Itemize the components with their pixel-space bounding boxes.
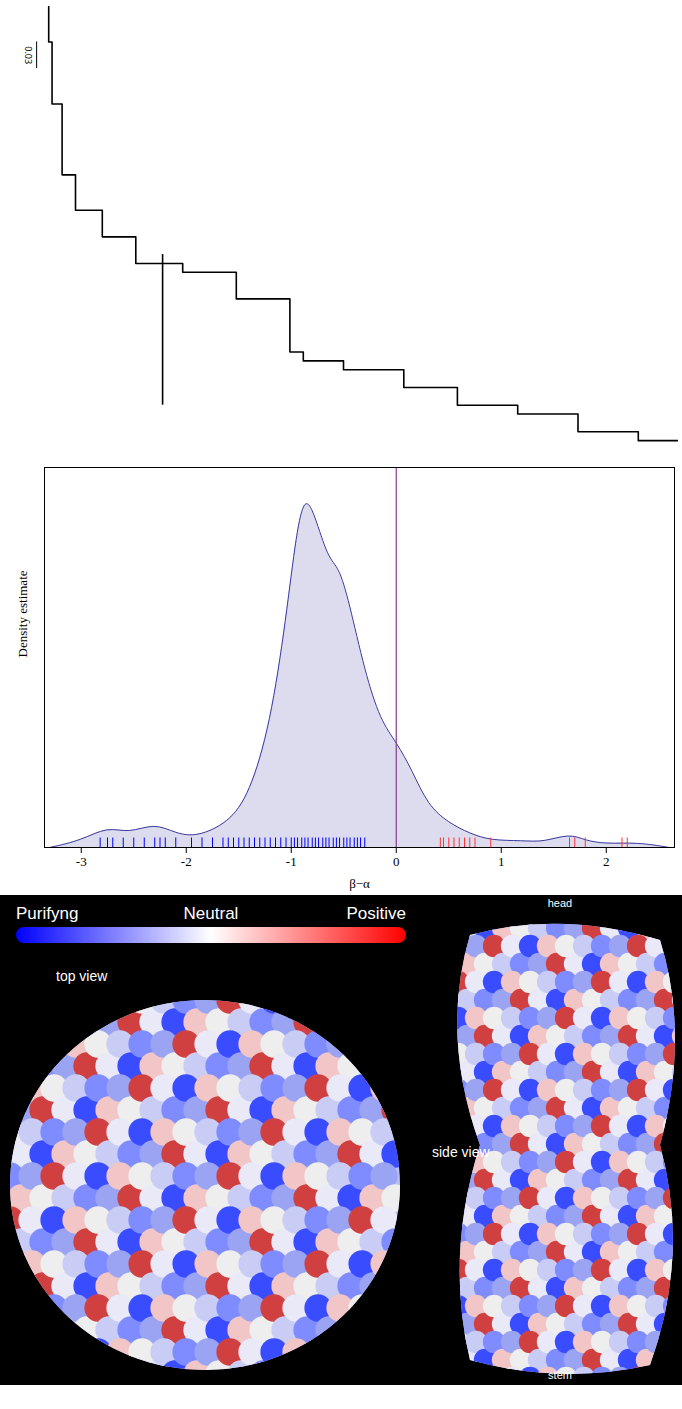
svg-text:Positive: Positive — [346, 904, 406, 923]
svg-text:top view: top view — [56, 968, 108, 984]
svg-text:Neutral: Neutral — [184, 904, 239, 923]
svg-text:-1: -1 — [286, 854, 297, 869]
svg-text:side view: side view — [432, 1144, 490, 1160]
svg-text:1: 1 — [498, 854, 505, 869]
svg-text:Purifyng: Purifyng — [16, 904, 78, 923]
svg-text:-2: -2 — [181, 854, 192, 869]
svg-text:0.03: 0.03 — [22, 46, 35, 64]
svg-text:-3: -3 — [76, 854, 87, 869]
svg-text:head: head — [548, 897, 572, 909]
svg-text:β−α: β−α — [349, 876, 370, 891]
svg-text:Density estimate: Density estimate — [15, 570, 30, 657]
svg-text:2: 2 — [603, 854, 610, 869]
svg-text:stem: stem — [548, 1369, 572, 1381]
svg-text:0: 0 — [393, 854, 400, 869]
